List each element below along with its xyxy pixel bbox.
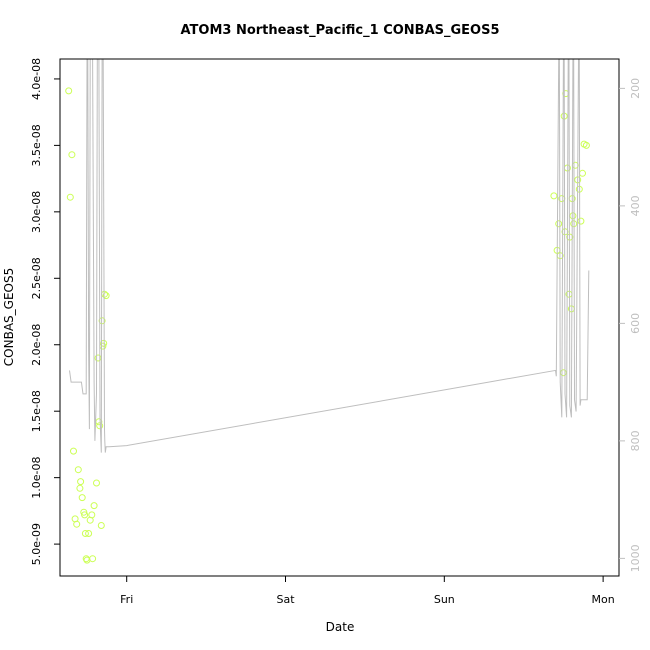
chart-title: ATOM3 Northeast_Pacific_1 CONBAS_GEOS5 (180, 23, 499, 38)
y-tick-label: 5.0e-09 (30, 523, 43, 565)
data-point (70, 447, 77, 455)
x-tick-label: Mon (592, 593, 615, 606)
y-tick-label: 2.0e-08 (30, 324, 43, 366)
y2-tick-label: 400 (629, 195, 642, 216)
y2-tick-label: 800 (629, 430, 642, 451)
data-point (76, 484, 84, 492)
data-point (81, 530, 89, 537)
data-point (66, 193, 74, 201)
y2-tick-label: 600 (629, 313, 642, 334)
y-tick-label: 1.5e-08 (30, 390, 43, 432)
y-tick-label: 2.5e-08 (30, 257, 43, 299)
x-axis-label: Date (326, 620, 355, 634)
y-tick-label: 3.5e-08 (30, 124, 43, 166)
data-point (550, 192, 558, 200)
data-point (73, 520, 81, 528)
data-point (559, 369, 567, 377)
x-tick-label: Sun (434, 593, 455, 606)
data-point (569, 212, 577, 220)
plot-area: Fri Sat Sun Mon 5.0e-09 1.0e-08 1.5e-08 2.0e-08… (30, 58, 642, 606)
data-point (65, 87, 73, 95)
data-point (577, 217, 585, 225)
series-line (69, 59, 590, 453)
y-tick-label: 3.0e-08 (30, 191, 43, 233)
data-point (579, 169, 586, 177)
y-tick-label: 4.0e-08 (30, 58, 43, 100)
data-point (90, 502, 98, 510)
data-point (81, 511, 89, 519)
plot-frame (59, 58, 620, 577)
data-point (97, 522, 105, 529)
data-point (582, 141, 590, 149)
data-point (102, 292, 110, 300)
data-point (77, 478, 85, 486)
x-tick-label: Fri (120, 593, 133, 606)
data-point (68, 151, 76, 159)
y2-tick-label: 200 (629, 78, 642, 99)
y2-tick-label: 1000 (629, 544, 642, 572)
data-point (89, 555, 97, 563)
data-point (74, 466, 82, 474)
data-point (78, 494, 86, 502)
data-point (85, 530, 93, 537)
data-point (555, 220, 563, 228)
y-axis-label: CONBAS_GEOS5 (2, 268, 16, 366)
x-tick-label: Sat (276, 593, 295, 606)
data-point (93, 479, 100, 487)
data-point (88, 511, 96, 519)
y-tick-label: 1.0e-08 (30, 457, 43, 499)
data-point (98, 317, 106, 325)
